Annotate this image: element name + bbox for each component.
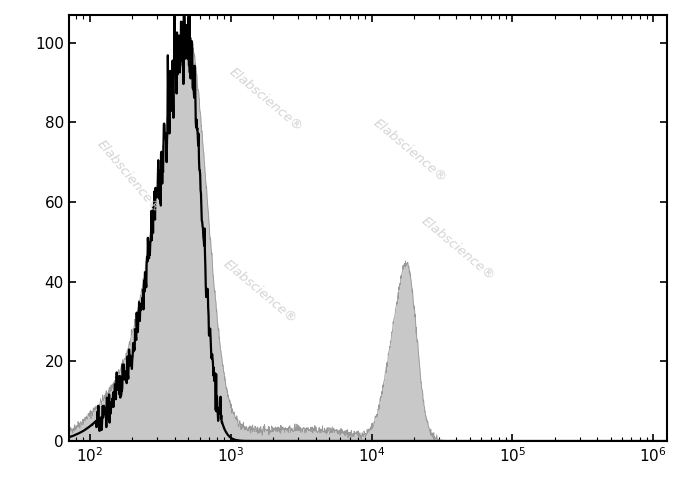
Text: Elabscience®: Elabscience® [419, 215, 497, 284]
Text: Elabscience®: Elabscience® [94, 138, 163, 216]
Text: Elabscience®: Elabscience® [371, 117, 449, 185]
Text: Elabscience®: Elabscience® [227, 66, 305, 134]
Text: Elabscience®: Elabscience® [221, 257, 299, 326]
